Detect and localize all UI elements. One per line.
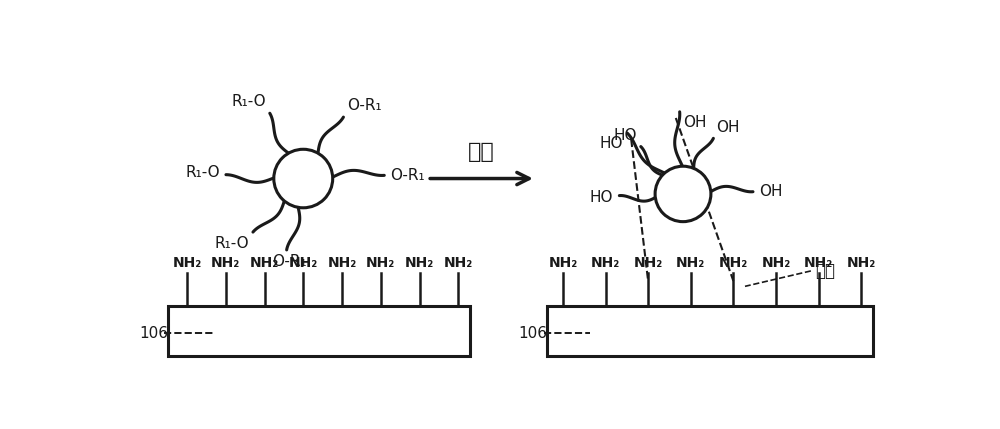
Bar bbox=[547, 305, 873, 356]
Text: 加热: 加热 bbox=[468, 142, 495, 162]
Text: NH₂: NH₂ bbox=[591, 256, 620, 270]
Text: R₁-O: R₁-O bbox=[231, 94, 266, 109]
Text: NH₂: NH₂ bbox=[761, 256, 791, 270]
Text: NH₂: NH₂ bbox=[289, 256, 318, 270]
Text: OH: OH bbox=[716, 120, 739, 135]
Text: NH₂: NH₂ bbox=[172, 256, 202, 270]
Text: HO: HO bbox=[590, 190, 613, 205]
Text: 氢键: 氢键 bbox=[815, 262, 835, 280]
Text: NH₂: NH₂ bbox=[327, 256, 357, 270]
Text: NH₂: NH₂ bbox=[211, 256, 240, 270]
Text: 106: 106 bbox=[139, 326, 168, 341]
Text: NH₂: NH₂ bbox=[366, 256, 395, 270]
Text: OH: OH bbox=[684, 115, 707, 130]
Text: OH: OH bbox=[759, 184, 783, 199]
Text: O-R₁: O-R₁ bbox=[390, 168, 425, 183]
Text: NH₂: NH₂ bbox=[847, 256, 876, 270]
Bar bbox=[168, 305, 470, 356]
Text: HO: HO bbox=[613, 128, 637, 143]
Text: NH₂: NH₂ bbox=[250, 256, 279, 270]
Text: NH₂: NH₂ bbox=[444, 256, 473, 270]
Circle shape bbox=[274, 149, 333, 208]
Circle shape bbox=[655, 166, 711, 222]
Text: NH₂: NH₂ bbox=[548, 256, 578, 270]
Text: 106: 106 bbox=[519, 326, 548, 341]
Text: NH₂: NH₂ bbox=[719, 256, 748, 270]
Text: R₁-O: R₁-O bbox=[214, 236, 249, 251]
Text: NH₂: NH₂ bbox=[804, 256, 833, 270]
Text: NH₂: NH₂ bbox=[634, 256, 663, 270]
Text: O-R₁: O-R₁ bbox=[272, 254, 306, 269]
Text: NH₂: NH₂ bbox=[676, 256, 705, 270]
Text: NH₂: NH₂ bbox=[405, 256, 434, 270]
Text: HO: HO bbox=[600, 136, 623, 151]
Text: R₁-O: R₁-O bbox=[185, 165, 220, 180]
Text: O-R₁: O-R₁ bbox=[347, 98, 382, 113]
